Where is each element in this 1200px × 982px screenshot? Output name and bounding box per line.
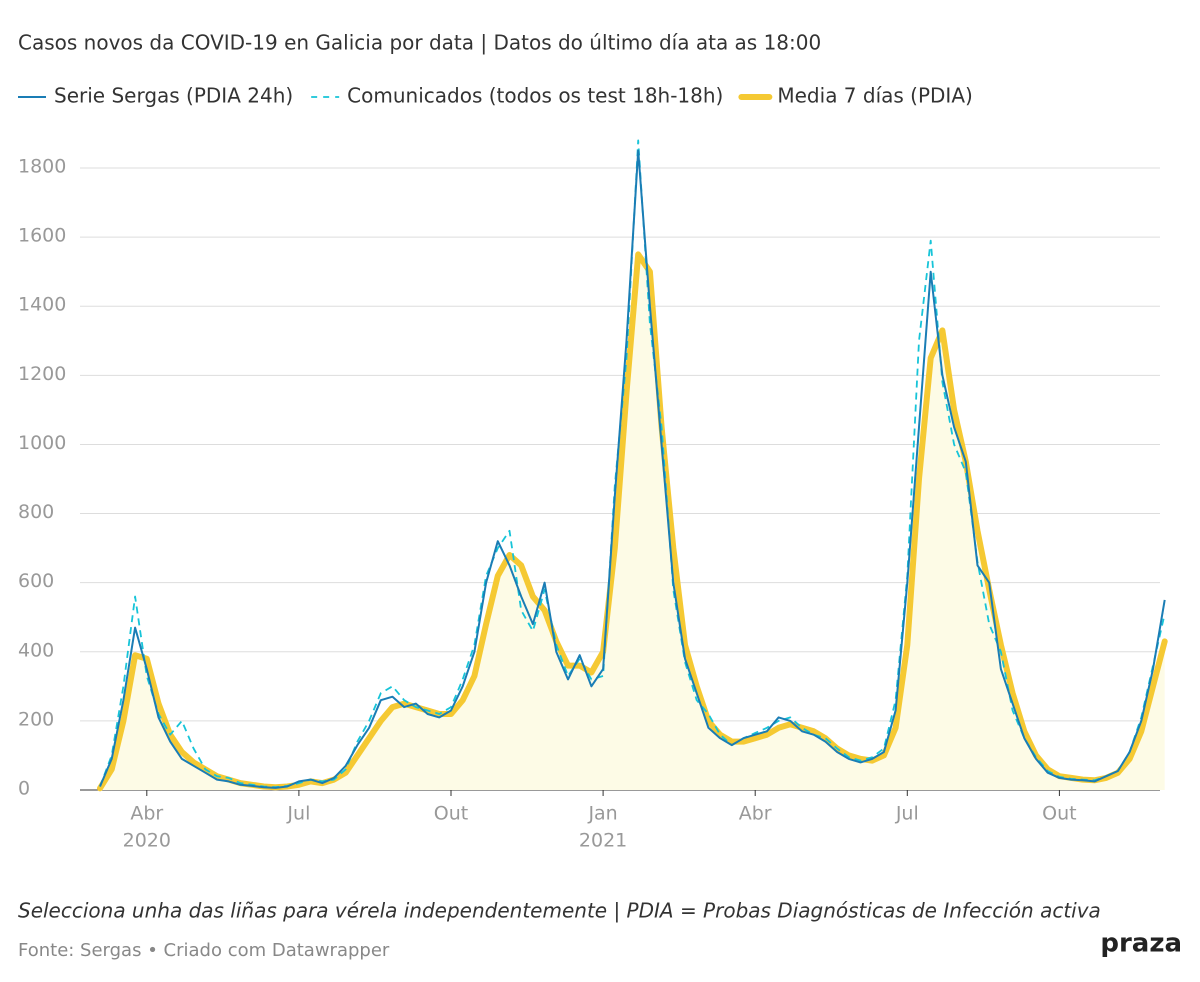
legend-label[interactable]: Media 7 días (PDIA)	[777, 84, 972, 108]
y-tick-label: 1800	[18, 156, 66, 178]
x-year-label: 2020	[123, 830, 171, 852]
source: Fonte: Sergas • Criado com Datawrapper	[18, 940, 390, 961]
logo: praza	[1100, 929, 1182, 959]
x-tick-label: Abr	[130, 803, 163, 825]
y-tick-label: 1200	[18, 363, 66, 385]
legend-label[interactable]: Serie Sergas (PDIA 24h)	[54, 84, 293, 108]
plot-area: 0 200 400 600 800 1000 1200 1400 1600 1800 Abr 2020…	[18, 139, 1168, 852]
x-tick-label: Out	[1042, 803, 1076, 825]
x-tick-label: Jul	[895, 803, 919, 825]
line[interactable]	[99, 149, 1166, 789]
x-year-label: 2021	[579, 830, 627, 852]
chart-title: Casos novos da COVID-19 en Galicia por d…	[18, 31, 821, 55]
y-tick-label: 0	[18, 778, 30, 800]
note: Selecciona unha das liñas para vérela in…	[18, 899, 1101, 923]
y-tick-label: 1000	[18, 432, 66, 454]
y-tick-label: 1600	[18, 225, 66, 247]
legend: Serie Sergas (PDIA 24h) Comunicados (todo…	[18, 84, 973, 108]
y-tick-label: 1400	[18, 294, 66, 316]
y-tick-label: 800	[18, 501, 54, 523]
x-tick-label: Jul	[286, 803, 310, 825]
x-tick-label: Abr	[739, 803, 772, 825]
y-tick-label: 200	[18, 708, 54, 730]
x-tick-label: Out	[434, 803, 468, 825]
y-tick-label: 400	[18, 639, 54, 661]
x-tick-label: Jan	[587, 803, 617, 825]
y-tick-label: 600	[18, 570, 54, 592]
area	[100, 254, 1165, 790]
legend-label[interactable]: Comunicados (todos os test 18h-18h)	[347, 84, 723, 108]
